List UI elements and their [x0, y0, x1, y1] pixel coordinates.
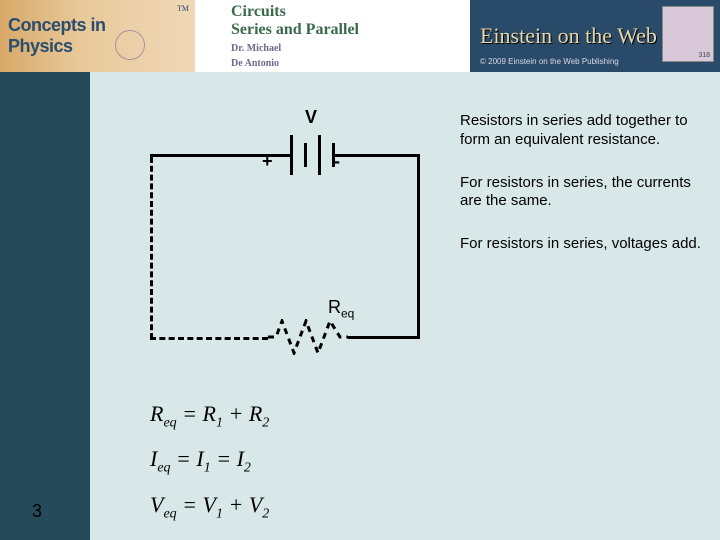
req-label-sub: eq: [341, 307, 354, 321]
eq3-r2-sub: 2: [262, 506, 269, 521]
eq3-r2: V: [249, 492, 262, 517]
eq2-r1-sub: 1: [204, 461, 211, 476]
eq3-lhs-sub: eq: [163, 506, 176, 521]
slide-number: 3: [32, 501, 42, 522]
eq1-lhs-sub: eq: [163, 415, 176, 430]
req-label: Req: [328, 297, 354, 321]
page-title-line1: Circuits: [231, 3, 470, 21]
wire-bottom-right: [348, 336, 420, 339]
facts-block: Resistors in series add together to form…: [460, 112, 705, 278]
author-line2: De Antonio: [231, 58, 470, 69]
eq1-r1-sub: 1: [216, 415, 223, 430]
eq3-r1-sub: 1: [216, 506, 223, 521]
eq1-lhs: R: [150, 401, 163, 426]
wire-right: [417, 154, 420, 339]
fact-2: For resistors in series, the currents ar…: [460, 174, 705, 212]
wire-left-dashed: [150, 157, 153, 339]
left-sidebar: [0, 72, 90, 540]
page-title-line2: Series and Parallel: [231, 21, 470, 39]
eq1-r1: R: [203, 401, 216, 426]
slide-body: V + - Req Resistors in series add togeth…: [90, 72, 720, 540]
logo-concepts-in-physics: TM Concepts in Physics: [0, 0, 195, 72]
wire-top-right: [335, 154, 420, 157]
eq3-eq: =: [177, 492, 203, 517]
equation-req: Req = R1 + R2: [150, 392, 269, 437]
eq3-lhs: V: [150, 492, 163, 517]
wire-bottom-dashed: [150, 337, 268, 340]
eq2-eq2: =: [211, 446, 237, 471]
copyright-text: © 2009 Einstein on the Web Publishing: [480, 57, 619, 66]
logo-einstein-web: Einstein on the Web © 2009 Einstein on t…: [470, 0, 720, 72]
header-title-block: Circuits Series and Parallel Dr. Michael…: [195, 0, 470, 72]
atom-icon: [115, 30, 145, 60]
eq2-eq: =: [171, 446, 197, 471]
resistor-req: [268, 319, 348, 355]
eq1-r2: R: [249, 401, 262, 426]
logo-line2: Physics: [8, 36, 195, 57]
author-line1: Dr. Michael: [231, 43, 470, 54]
circuit-diagram: V + - Req: [130, 107, 440, 387]
battery-plate-3: [318, 135, 321, 175]
eq3-plus: +: [223, 492, 249, 517]
eq1-r2-sub: 2: [262, 415, 269, 430]
trademark: TM: [177, 4, 189, 13]
wire-top-left: [150, 154, 290, 157]
battery-plate-1: [290, 135, 293, 175]
einstein-text: Einstein on the Web: [470, 23, 657, 49]
eq2-r1: I: [196, 446, 203, 471]
logo-line1: Concepts in: [8, 15, 195, 36]
eq2-lhs-sub: eq: [157, 461, 170, 476]
thumbnail-icon: [662, 6, 714, 62]
equation-ieq: Ieq = I1 = I2: [150, 437, 269, 482]
equations-block: Req = R1 + R2 Ieq = I1 = I2 Veq = V1 + V…: [150, 392, 269, 528]
eq3-r1: V: [203, 492, 216, 517]
fact-3: For resistors in series, voltages add.: [460, 235, 705, 254]
equation-veq: Veq = V1 + V2: [150, 483, 269, 528]
req-label-main: R: [328, 297, 341, 317]
voltage-label: V: [305, 107, 317, 128]
eq1-eq: =: [177, 401, 203, 426]
eq1-plus: +: [223, 401, 249, 426]
header-bar: TM Concepts in Physics Circuits Series a…: [0, 0, 720, 72]
fact-1: Resistors in series add together to form…: [460, 112, 705, 150]
eq2-r2: I: [237, 446, 244, 471]
eq2-r2-sub: 2: [244, 461, 251, 476]
battery-plate-2: [304, 143, 307, 167]
